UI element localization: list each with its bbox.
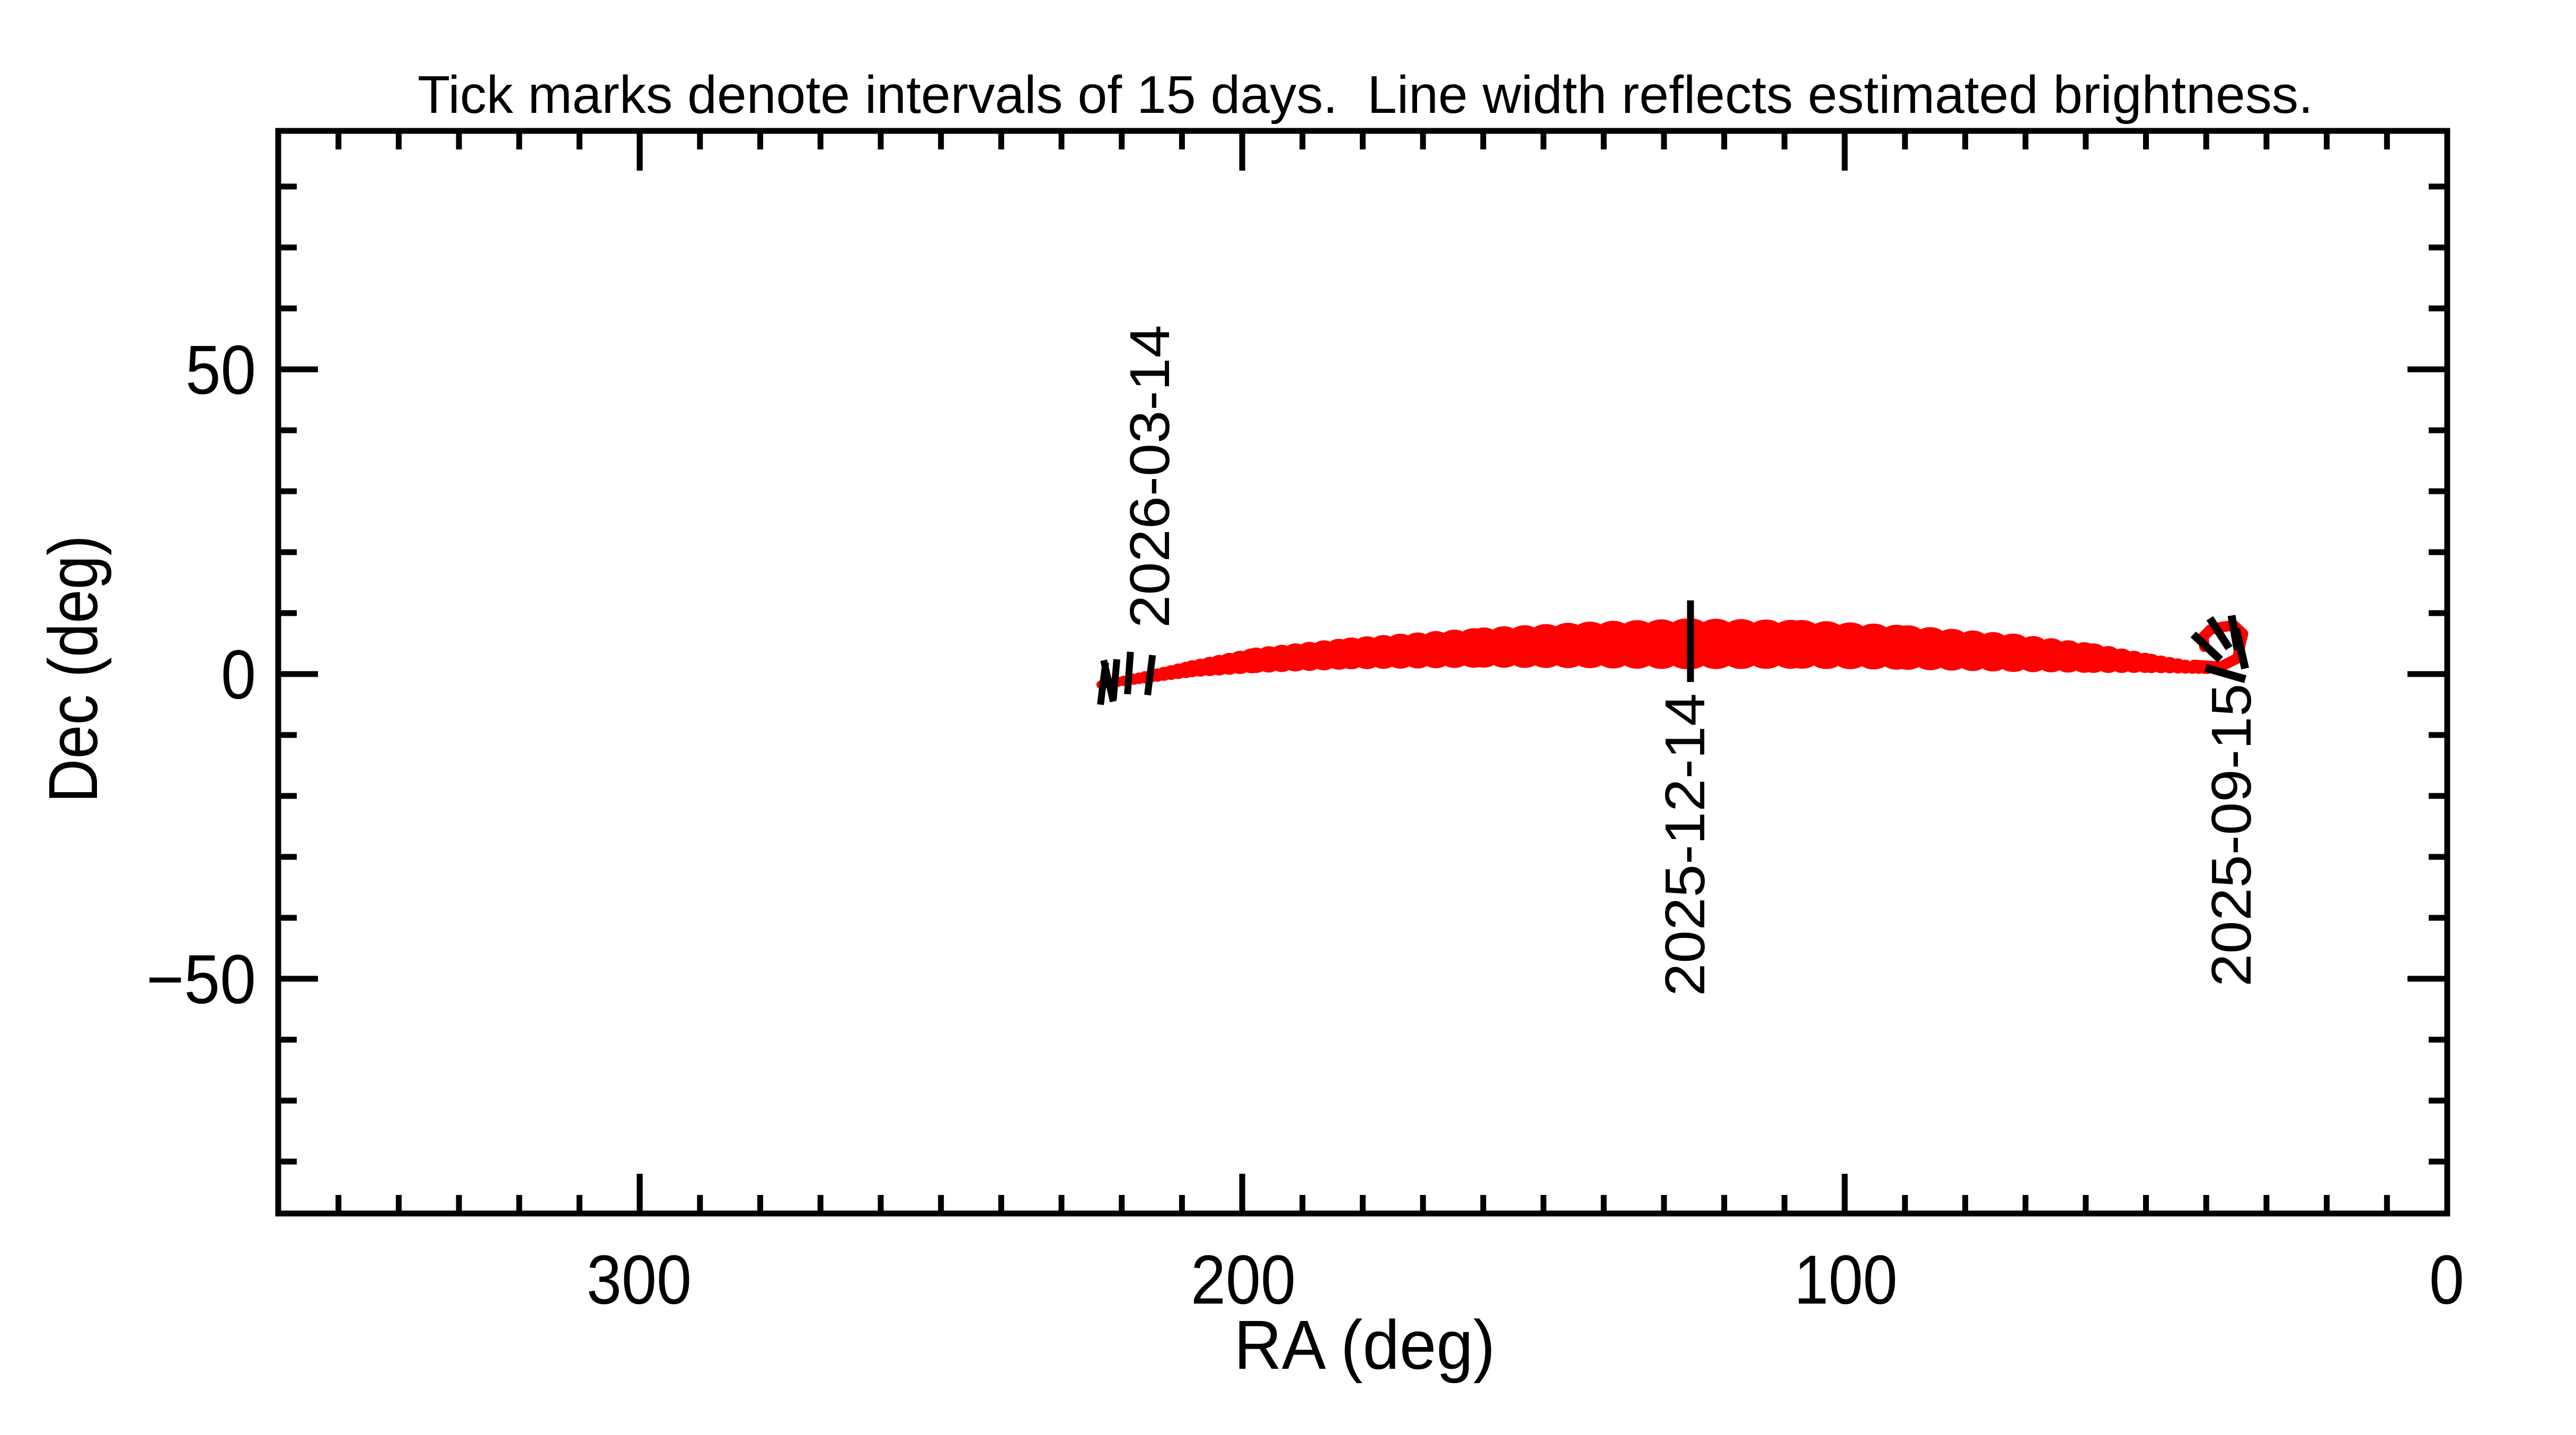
date-label-2026-03-14: 2026-03-14 <box>1119 325 1181 628</box>
x-tick-label-0: 0 <box>2429 1241 2464 1318</box>
x-tick-label-300: 300 <box>587 1241 692 1318</box>
x-tick-label-200: 200 <box>1191 1241 1296 1318</box>
trajectory-track <box>1096 618 2213 689</box>
date-label-2025-09-15: 2025-09-15 <box>2200 684 2263 987</box>
x-axis-title: RA (deg) <box>1234 1306 1495 1384</box>
chart-title: Tick marks denote intervals of 15 days. … <box>418 65 2313 125</box>
date-label-2025-12-14: 2025-12-14 <box>1654 693 1716 996</box>
y-tick-label-50: 50 <box>185 331 256 409</box>
x-tick-label-100: 100 <box>1794 1241 1898 1318</box>
y-axis-title: Dec (deg) <box>34 535 112 803</box>
y-tick-label-neg50: −50 <box>146 940 256 1018</box>
y-tick-label-0: 0 <box>221 635 256 713</box>
interval-tick-marks <box>1097 600 2250 705</box>
axis-tick-marks <box>278 131 2450 1213</box>
